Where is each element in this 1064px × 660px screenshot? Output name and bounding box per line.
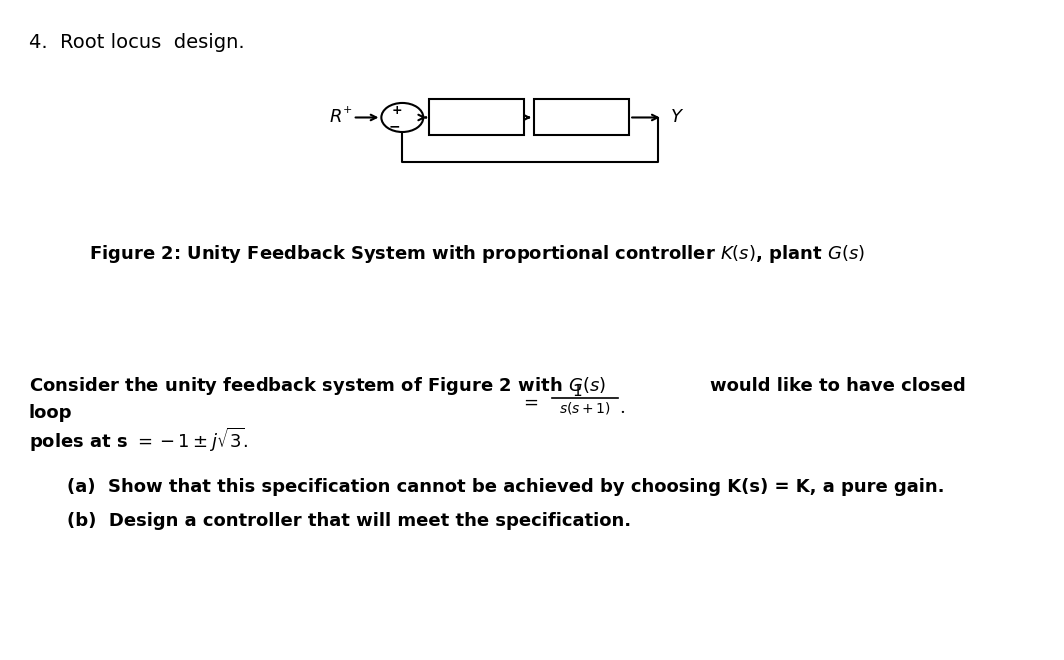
Text: −: − <box>388 119 400 133</box>
Text: +: + <box>343 104 352 115</box>
Text: would like to have closed: would like to have closed <box>711 377 966 395</box>
Text: 4.  Root locus  design.: 4. Root locus design. <box>29 33 245 52</box>
Text: (a)  Show that this specification cannot be achieved by choosing K(s) = K, a pur: (a) Show that this specification cannot … <box>67 478 944 496</box>
FancyBboxPatch shape <box>534 99 629 135</box>
FancyBboxPatch shape <box>429 99 525 135</box>
Text: Consider the unity feedback system of Figure 2 with $G(s)$: Consider the unity feedback system of Fi… <box>29 375 605 397</box>
Text: loop: loop <box>29 403 72 422</box>
Text: +: + <box>392 104 402 117</box>
Text: $Y$: $Y$ <box>670 108 684 126</box>
Text: $K(s)$: $K(s)$ <box>460 107 494 127</box>
Text: poles at s $= -1 \pm j\sqrt{3}.$: poles at s $= -1 \pm j\sqrt{3}.$ <box>29 426 248 454</box>
Text: (b)  Design a controller that will meet the specification.: (b) Design a controller that will meet t… <box>67 512 631 531</box>
Text: $1$: $1$ <box>571 383 582 399</box>
Text: $R$: $R$ <box>329 108 342 126</box>
Text: $=$: $=$ <box>520 392 538 411</box>
Text: $G(s)$: $G(s)$ <box>564 107 599 127</box>
Text: .: . <box>619 399 626 417</box>
Text: Figure 2: Unity Feedback System with proportional controller $K(s)$, plant $G(s): Figure 2: Unity Feedback System with pro… <box>88 243 865 265</box>
Text: $s(s+1)$: $s(s+1)$ <box>560 400 612 416</box>
